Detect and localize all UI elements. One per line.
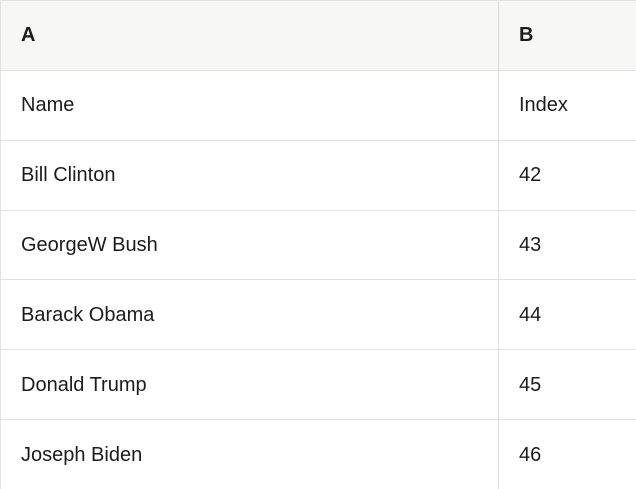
cell-name-joseph-biden[interactable]: Joseph Biden bbox=[21, 443, 143, 466]
cell-index-header[interactable]: Index bbox=[498, 70, 636, 140]
table-row: Bill Clinton 42 bbox=[1, 140, 636, 211]
cell-index-43[interactable]: 43 bbox=[498, 210, 636, 280]
cell-index-45[interactable]: 45 bbox=[498, 350, 636, 420]
column-header-a[interactable]: A bbox=[21, 24, 36, 47]
table-row: Barack Obama 44 bbox=[1, 280, 636, 351]
column-header-row: A B bbox=[1, 1, 636, 71]
cell-index-42[interactable]: 42 bbox=[498, 140, 636, 210]
cell-name-georgew-bush[interactable]: GeorgeW Bush bbox=[21, 234, 158, 256]
table-row: Name Index bbox=[1, 70, 636, 141]
cell-name-barack-obama[interactable]: Barack Obama bbox=[21, 303, 155, 326]
table-row: GeorgeW Bush 43 bbox=[1, 210, 636, 281]
cell-index-46[interactable]: 46 bbox=[498, 420, 636, 489]
cell-name-donald-trump[interactable]: Donald Trump bbox=[21, 373, 147, 396]
cell-name-header[interactable]: Name bbox=[21, 94, 75, 117]
table-row: Donald Trump 45 bbox=[1, 350, 636, 421]
cell-name-bill-clinton[interactable]: Bill Clinton bbox=[21, 164, 116, 187]
column-header-b[interactable]: B bbox=[498, 1, 636, 70]
table-row: Joseph Biden 46 bbox=[1, 420, 636, 489]
cell-index-44[interactable]: 44 bbox=[498, 280, 636, 350]
